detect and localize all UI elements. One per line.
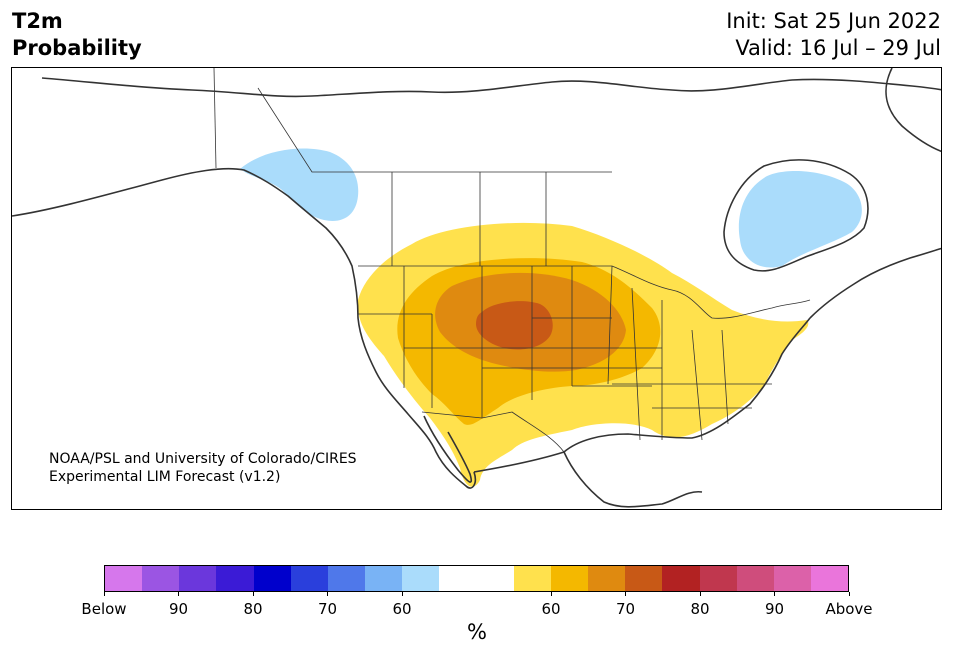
colorbar-tick-label: 70 <box>615 600 636 618</box>
colorbar-tickmark <box>848 592 850 596</box>
colorbar-tickmark <box>252 592 254 596</box>
colorbar-segment <box>736 566 774 591</box>
forecast-dates: Init: Sat 25 Jun 2022 Valid: 16 Jul – 29… <box>726 8 941 62</box>
border-us-mexico <box>421 411 565 453</box>
colorbar-segment <box>253 566 291 591</box>
colorbar-tick-label: 90 <box>168 600 189 618</box>
above-normal-70-75 <box>476 301 553 350</box>
colorbar-segment <box>550 566 589 591</box>
colorbar <box>104 565 849 592</box>
colorbar-tick-label: 80 <box>690 600 710 618</box>
valid-dates: Valid: 16 Jul – 29 Jul <box>735 36 941 60</box>
title-line-2: Probability <box>12 36 142 60</box>
colorbar-tick-label: 60 <box>392 600 412 618</box>
colorbar-segment <box>513 566 551 591</box>
colorbar-tickmark <box>327 592 328 596</box>
colorbar-segment <box>773 566 811 591</box>
coastline-hudson-bay <box>723 159 869 272</box>
colorbar-segment <box>662 566 700 591</box>
map-canvas <box>12 68 941 508</box>
coastline-arctic <box>41 77 941 98</box>
below-normal-hudson-bay <box>738 171 862 268</box>
colorbar-tick-label: 90 <box>764 600 785 618</box>
colorbar-tick-label: Below <box>81 600 127 618</box>
coastline-baja <box>423 415 473 483</box>
colorbar-segment <box>327 566 366 591</box>
init-date: Init: Sat 25 Jun 2022 <box>726 9 941 33</box>
colorbar-segment <box>810 566 849 591</box>
coastline-mexico-gulf <box>473 317 811 473</box>
colorbar-tickmark <box>774 592 775 596</box>
border-us-states <box>358 265 772 441</box>
colorbar-unit: % <box>467 620 487 644</box>
colorbar-tickmark <box>699 592 701 596</box>
credit-line-2: Experimental LIM Forecast (v1.2) <box>49 469 281 485</box>
colorbar-segment <box>699 566 737 591</box>
colorbar-segment <box>588 566 626 591</box>
colorbar-segment <box>105 566 143 591</box>
colorbar-tickmark <box>550 592 552 596</box>
colorbar-segment <box>476 566 514 591</box>
colorbar-segment <box>290 566 328 591</box>
coastline-yucatan <box>563 451 703 508</box>
below-normal-alaska-yukon <box>240 148 359 221</box>
map-panel <box>11 67 942 510</box>
coastline-greenland <box>885 68 941 153</box>
credit-text: NOAA/PSL and University of Colorado/CIRE… <box>49 450 357 486</box>
map-title: T2m Probability <box>12 8 142 62</box>
border-canada-provinces <box>257 87 612 266</box>
colorbar-segment <box>179 566 217 591</box>
colorbar-segment <box>216 566 254 591</box>
colorbar-tick-label: 60 <box>541 600 561 618</box>
border-alaska-canada <box>213 68 217 169</box>
colorbar-tickmark <box>625 592 626 596</box>
colorbar-segment <box>625 566 663 591</box>
credit-line-1: NOAA/PSL and University of Colorado/CIRE… <box>49 451 357 467</box>
border-us-canada <box>358 265 811 319</box>
coastlines <box>12 68 941 508</box>
colorbar-tickmark <box>178 592 179 596</box>
colorbar-tickmark <box>103 592 105 596</box>
coastline-west <box>12 167 477 489</box>
colorbar-segment <box>439 566 477 591</box>
colorbar-tick-label: 80 <box>243 600 263 618</box>
title-line-1: T2m <box>12 9 63 33</box>
colorbar-tickmark <box>401 592 403 596</box>
colorbar-segment <box>402 566 440 591</box>
colorbar-segment <box>142 566 180 591</box>
coastline-northeast <box>809 247 941 319</box>
colorbar-tick-label: 70 <box>317 600 338 618</box>
colorbar-segment <box>365 566 403 591</box>
political-borders <box>213 68 811 453</box>
colorbar-tick-label: Above <box>825 600 873 618</box>
